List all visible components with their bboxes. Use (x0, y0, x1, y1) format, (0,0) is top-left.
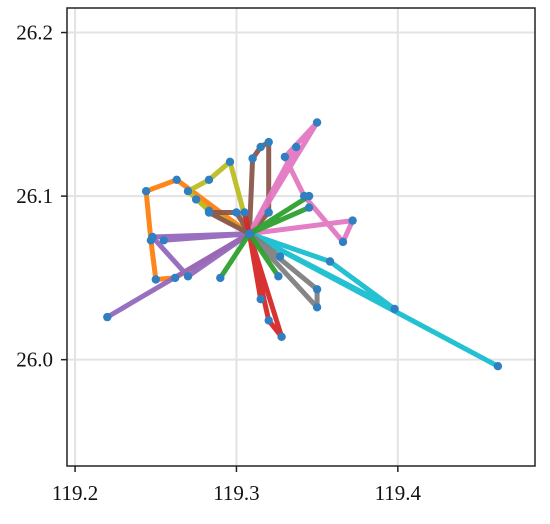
stop-point (103, 312, 112, 322)
stop-point (304, 203, 314, 212)
route-line-2 (104, 231, 252, 320)
x-tick-label: 119.2 (52, 481, 98, 505)
stop-point (216, 273, 225, 283)
stop-point (183, 272, 193, 281)
stop-point (204, 175, 214, 184)
stop-point (348, 216, 357, 225)
stop-point (312, 303, 322, 312)
stop-point (240, 208, 249, 217)
stop-point (256, 295, 265, 304)
route-line-7 (246, 231, 320, 310)
stop-point (280, 152, 290, 162)
stop-point (304, 191, 314, 201)
stop-point (225, 157, 235, 166)
y-tick-label: 26.0 (16, 348, 53, 372)
stop-point (256, 142, 265, 152)
stop-point (191, 195, 201, 204)
stop-point (264, 208, 273, 217)
stop-point (172, 175, 181, 184)
stop-point (275, 252, 285, 261)
y-tick-labels: 26.0 26.1 26.2 (16, 21, 53, 372)
x-tick-label: 119.4 (375, 481, 422, 505)
stop-point (274, 272, 283, 281)
stop-point (292, 142, 301, 152)
stop-point (148, 232, 157, 242)
routes (104, 120, 501, 369)
stop-point (141, 187, 151, 196)
stops (103, 118, 503, 371)
stop-point (204, 208, 214, 217)
stop-point (338, 237, 348, 247)
stop-point (248, 154, 257, 163)
stop-point (183, 187, 193, 196)
stop-point (232, 208, 241, 217)
stop-point (325, 257, 335, 266)
stop-point (390, 304, 399, 314)
y-tick-label: 26.2 (16, 21, 53, 45)
stop-point (264, 137, 273, 147)
stop-point (312, 118, 322, 127)
axis-ticks (61, 31, 399, 472)
plot-frame (66, 7, 536, 467)
stop-point (170, 273, 180, 283)
stop-point (159, 236, 168, 245)
stop-point (493, 362, 503, 371)
y-tick-label: 26.1 (16, 184, 53, 208)
stop-point (151, 275, 160, 284)
stop-point (264, 316, 273, 325)
stop-point (245, 229, 254, 238)
stop-point (277, 332, 286, 341)
x-tick-label: 119.3 (213, 481, 259, 505)
x-tick-labels: 119.2 119.3 119.4 (52, 481, 422, 505)
grid (67, 8, 535, 466)
stop-point (312, 285, 322, 294)
route-line-6 (246, 231, 501, 369)
